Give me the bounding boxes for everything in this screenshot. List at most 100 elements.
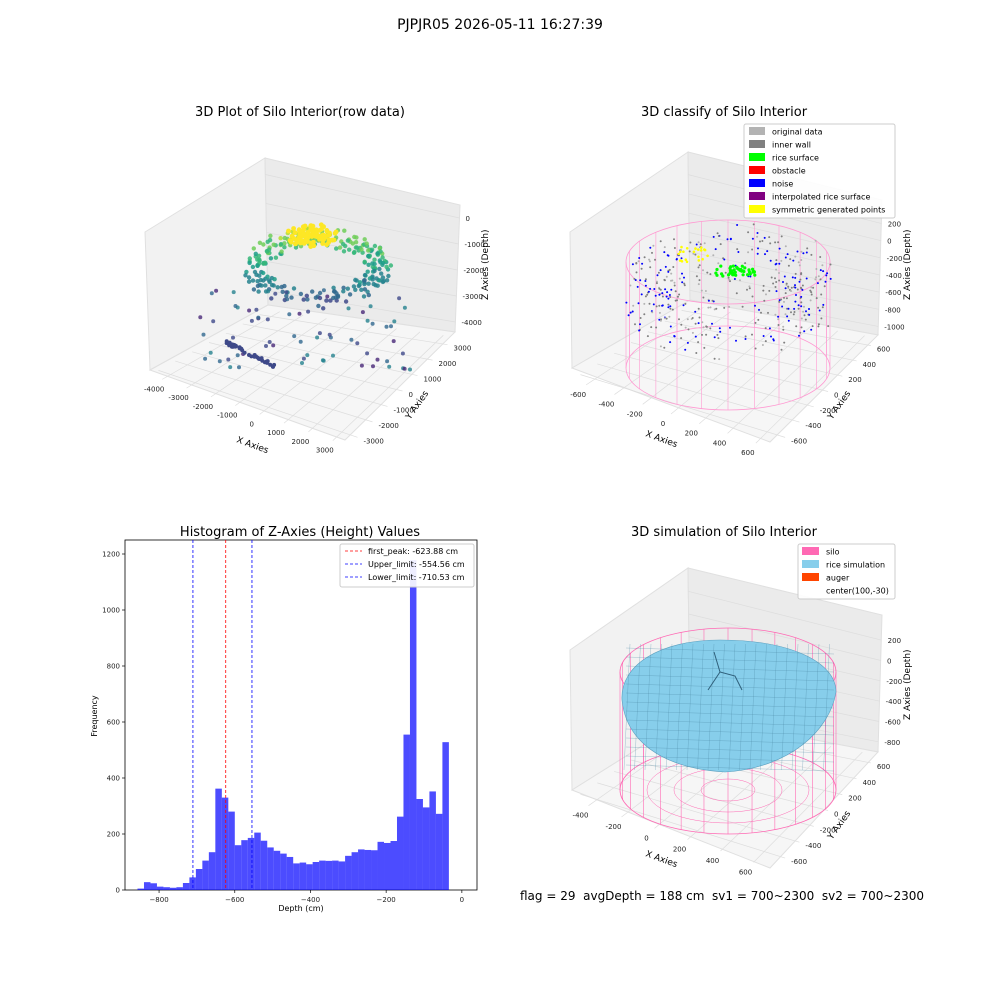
classified-point <box>782 328 785 331</box>
x-tick-label: -400 <box>598 401 614 409</box>
classified-point <box>704 290 707 292</box>
classified-point <box>803 330 806 333</box>
classified-point <box>821 306 824 309</box>
data-point <box>253 251 258 256</box>
classified-point <box>826 272 829 275</box>
histogram-bar <box>416 799 423 890</box>
legend-swatch <box>749 127 765 135</box>
histogram-bar <box>435 813 443 890</box>
surface-mesh-line <box>625 647 835 655</box>
classified-point <box>757 318 760 321</box>
data-point <box>258 277 263 283</box>
classified-point <box>741 305 744 308</box>
panel-histogram: Histogram of Z-Axies (Height) Values −80… <box>90 525 478 913</box>
symmetric-point <box>685 260 689 264</box>
x-tick-label: -400 <box>573 812 589 820</box>
classified-point <box>749 275 752 278</box>
data-point <box>365 351 370 356</box>
classified-point <box>697 341 700 344</box>
data-point <box>365 318 370 323</box>
data-point <box>359 247 364 252</box>
y-tick-label: 0 <box>834 392 838 400</box>
data-point <box>230 342 234 347</box>
data-point <box>313 227 319 233</box>
classified-point <box>747 251 750 254</box>
surface-mesh-line <box>760 643 767 771</box>
data-point <box>386 273 391 279</box>
classified-point <box>744 262 747 265</box>
data-point <box>372 257 377 262</box>
x-tick-label: −800 <box>149 896 168 904</box>
data-point <box>231 335 235 340</box>
classified-point <box>767 311 769 314</box>
classified-point <box>681 281 684 284</box>
data-point <box>291 236 297 241</box>
data-point <box>318 236 324 242</box>
classified-point <box>780 259 783 262</box>
data-point <box>317 331 322 336</box>
surface-mesh-line <box>823 643 830 771</box>
classified-point <box>667 303 670 306</box>
data-point <box>237 365 241 370</box>
data-point <box>365 269 370 274</box>
data-point <box>350 241 355 246</box>
data-point <box>387 364 392 369</box>
classified-point <box>800 272 803 275</box>
figure-suptitle: PJPJR05 2026-05-11 16:27:39 <box>397 17 603 33</box>
data-point <box>259 356 264 361</box>
symmetric-point <box>684 258 688 262</box>
grid-line <box>755 335 865 444</box>
x-tick-label: -4000 <box>144 385 164 393</box>
x-tick-label: 0 <box>661 420 665 428</box>
classified-point <box>822 303 825 306</box>
classified-point <box>729 326 731 329</box>
data-point <box>313 233 318 239</box>
classified-point <box>659 288 662 291</box>
histogram-bar <box>182 883 190 890</box>
rice-surface-point <box>729 265 733 269</box>
z-tick-label: -600 <box>885 289 901 297</box>
data-point <box>301 297 306 302</box>
classified-point <box>718 358 721 361</box>
classified-point <box>664 288 667 291</box>
classified-point <box>746 288 748 291</box>
data-point <box>320 232 326 238</box>
classified-point <box>655 280 658 283</box>
classified-point <box>806 247 809 250</box>
data-point <box>362 237 367 242</box>
histogram-bar <box>137 888 144 890</box>
classified-point <box>782 281 784 283</box>
classified-point <box>760 311 762 314</box>
data-point <box>341 249 347 254</box>
legend-swatch <box>802 573 819 581</box>
classified-point <box>680 257 683 260</box>
symmetric-point <box>697 248 700 251</box>
data-point <box>400 351 405 356</box>
classified-point <box>801 284 804 287</box>
histogram-bar <box>176 887 183 890</box>
classified-point <box>711 322 713 325</box>
data-point <box>301 356 306 361</box>
data-point <box>321 288 326 293</box>
classified-point <box>635 271 638 274</box>
data-point <box>384 278 390 283</box>
surface-mesh-line <box>634 643 641 771</box>
data-point <box>291 226 296 231</box>
panel4-zticks: 200 0 -200 -400 -600 -800 <box>884 637 902 747</box>
grid-line <box>630 342 829 392</box>
classified-point <box>815 268 818 270</box>
histogram-bar <box>215 788 222 890</box>
classified-point <box>775 290 778 293</box>
data-point <box>285 297 290 302</box>
surface-mesh-line <box>749 643 757 771</box>
classified-point <box>812 286 815 289</box>
classified-point <box>772 338 775 341</box>
classified-point <box>794 284 796 287</box>
classified-point <box>736 224 739 226</box>
classified-point <box>668 315 671 318</box>
classified-point <box>751 237 754 240</box>
classified-point <box>719 330 722 333</box>
histogram-bar <box>156 886 164 890</box>
histogram-bar <box>286 856 294 890</box>
